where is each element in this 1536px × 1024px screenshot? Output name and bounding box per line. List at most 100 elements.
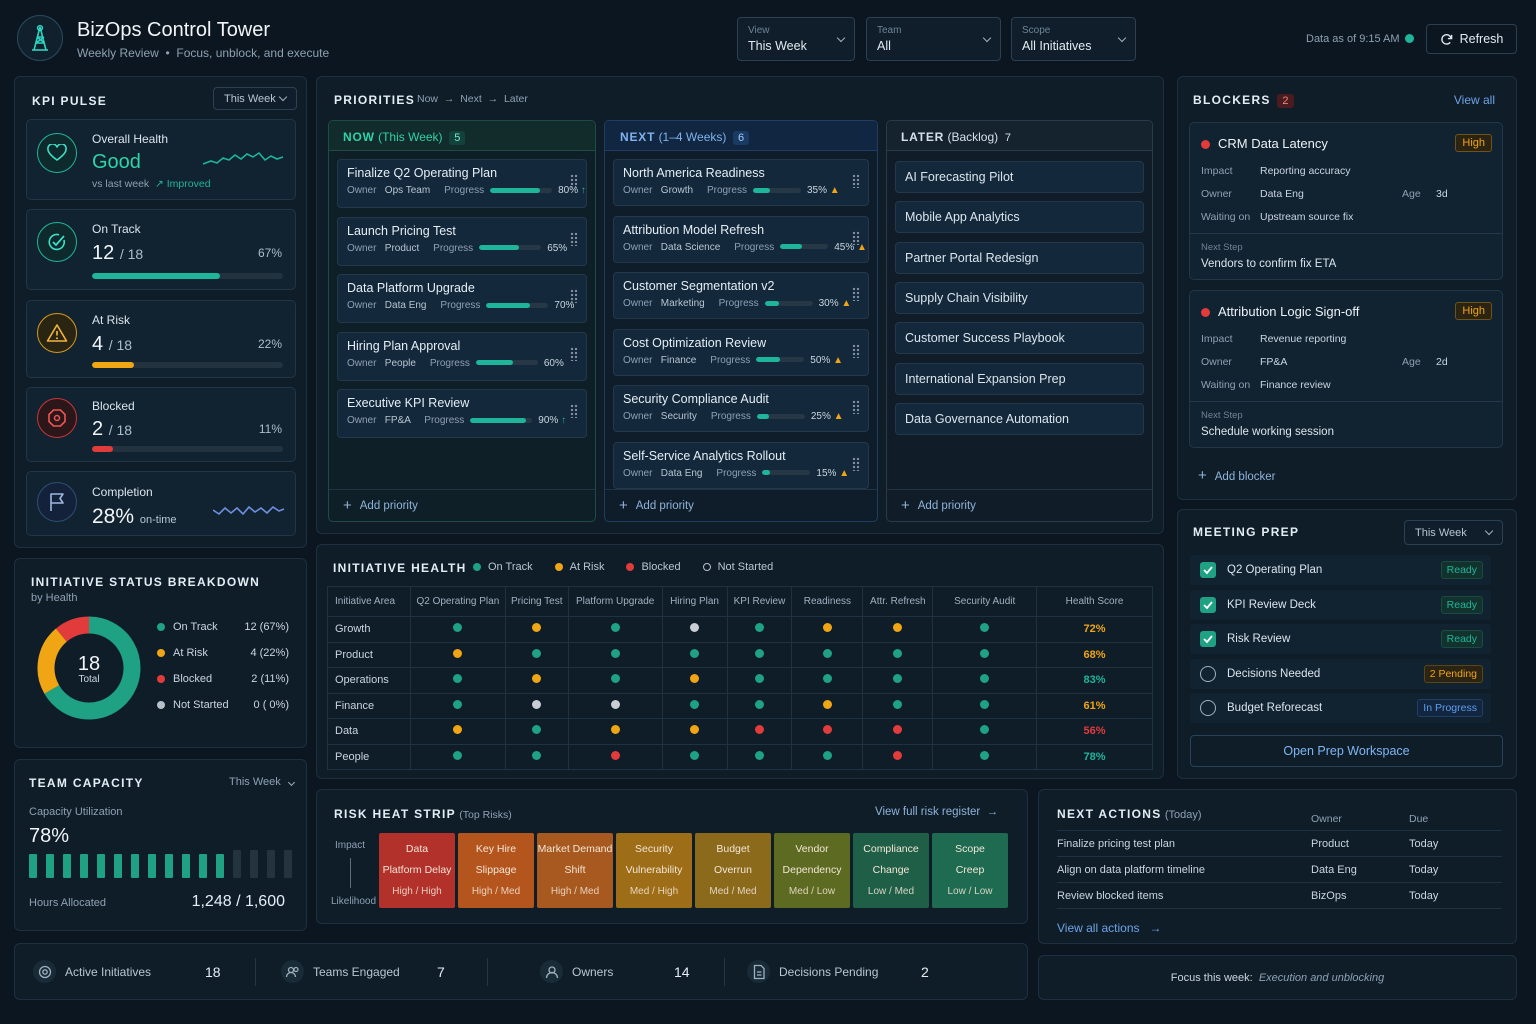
status-cell	[932, 641, 1038, 668]
drag-handle-icon[interactable]	[570, 174, 578, 188]
checkbox-empty[interactable]	[1200, 700, 1216, 716]
drag-handle-icon[interactable]	[852, 230, 860, 245]
prep-item[interactable]: KPI Review Deck Ready	[1190, 589, 1491, 620]
drag-handle-icon[interactable]	[570, 404, 578, 418]
status-dot	[690, 674, 700, 684]
priority-card[interactable]: North America Readiness Owner Growth Prog…	[613, 159, 869, 206]
status-dot	[754, 699, 764, 709]
capacity-bar	[131, 854, 139, 878]
filter-label: View	[748, 25, 770, 36]
blockers-view-all[interactable]: View all	[1453, 93, 1495, 107]
priority-card[interactable]: Self-Service Analytics Rollout Owner Data…	[613, 441, 869, 489]
legend-label: Blocked	[173, 673, 213, 685]
later-item[interactable]: Customer Success Playbook	[895, 322, 1144, 355]
later-item[interactable]: Supply Chain Visibility	[895, 281, 1144, 314]
status-dot	[453, 725, 463, 735]
progress-label: Progress	[429, 357, 470, 369]
filter-team[interactable]: Team All	[866, 17, 1001, 61]
risk-tile[interactable]: Market Demand Shift High / Med	[537, 833, 613, 908]
status-cell	[862, 718, 934, 745]
status-cell	[567, 692, 663, 719]
field-label: Impact	[1201, 333, 1233, 345]
prep-item[interactable]: Budget Reforecast In Progress	[1190, 693, 1491, 723]
risk-tile[interactable]: Data Platform Delay High / High	[379, 833, 455, 908]
drag-handle-icon[interactable]	[570, 231, 578, 246]
refresh-button[interactable]: Refresh	[1426, 24, 1517, 54]
divider	[1190, 233, 1502, 234]
checkbox-checked[interactable]	[1200, 631, 1216, 647]
progress-pct: 15%	[816, 467, 837, 479]
checkbox-checked[interactable]	[1200, 562, 1216, 578]
capacity-period-select[interactable]: This Week	[229, 776, 295, 788]
priority-card[interactable]: Security Compliance Audit Owner Security …	[613, 385, 869, 432]
priority-card[interactable]: Launch Pricing Test Owner Product Progres…	[337, 216, 587, 266]
status-dot	[754, 725, 764, 735]
risk-tile[interactable]: Key Hire Slippage High / Med	[458, 833, 534, 908]
status-dot	[453, 750, 463, 760]
status-cell	[726, 667, 793, 694]
drag-handle-icon[interactable]	[570, 289, 578, 303]
risk-name-2: Dependency	[782, 864, 842, 876]
risk-register-link[interactable]: View full risk register →	[875, 806, 999, 818]
later-item[interactable]: Partner Portal Redesign	[895, 241, 1144, 274]
status-cell	[932, 667, 1038, 694]
drag-handle-icon[interactable]	[852, 400, 860, 414]
later-item[interactable]: International Expansion Prep	[895, 362, 1144, 395]
add-priority-button[interactable]: + Add priority	[605, 489, 877, 521]
priority-card[interactable]: Executive KPI Review Owner FP&A Progress 9…	[337, 389, 587, 438]
filter-view[interactable]: View This Week	[737, 17, 855, 61]
action-task[interactable]: Finalize pricing test plan	[1057, 838, 1176, 850]
later-item[interactable]: AI Forecasting Pilot	[895, 161, 1144, 193]
view-all-actions-link[interactable]: View all actions →	[1057, 921, 1162, 935]
add-priority-button[interactable]: + Add priority	[887, 489, 1152, 521]
priority-card[interactable]: Cost Optimization Review Owner Finance Pr…	[613, 328, 869, 376]
later-column: LATER (Backlog) 7 + Add priority AI Forec…	[886, 120, 1153, 522]
open-prep-workspace-button[interactable]: Open Prep Workspace	[1190, 735, 1503, 767]
priority-card[interactable]: Data Platform Upgrade Owner Data Eng Prog…	[337, 274, 587, 323]
later-header: LATER (Backlog) 7	[887, 121, 1152, 151]
status-dot	[893, 725, 903, 735]
checkbox-checked[interactable]	[1200, 596, 1216, 613]
filter-scope[interactable]: Scope All Initiatives	[1011, 17, 1136, 61]
prep-label: Budget Reforecast	[1227, 702, 1323, 714]
drag-handle-icon[interactable]	[852, 343, 860, 358]
prep-item[interactable]: Q2 Operating Plan Ready	[1190, 555, 1491, 585]
kpi-period-select[interactable]: This Week	[213, 87, 297, 110]
meeting-period-select[interactable]: This Week	[1404, 520, 1503, 545]
risk-tile[interactable]: Security Vulnerability Med / High	[616, 833, 692, 908]
drag-handle-icon[interactable]	[570, 346, 578, 361]
add-priority-button[interactable]: + Add priority	[329, 489, 595, 521]
checkbox-empty[interactable]	[1200, 665, 1216, 682]
drag-handle-icon[interactable]	[852, 456, 860, 471]
field-value: Revenue reporting	[1260, 333, 1347, 345]
risk-tile[interactable]: Budget Overrun Med / Med	[695, 833, 771, 908]
progress-bar	[479, 245, 542, 251]
next-step-value: Vendors to confirm fix ETA	[1201, 258, 1337, 270]
drag-handle-icon[interactable]	[852, 287, 860, 301]
action-task[interactable]: Review blocked items	[1057, 890, 1164, 902]
risk-tile[interactable]: Compliance Change Low / Med	[853, 833, 929, 908]
health-legend-item: At Risk	[554, 561, 604, 573]
risk-tile[interactable]: Vendor Dependency Med / Low	[774, 833, 850, 908]
owner-value: People	[384, 357, 416, 369]
later-item[interactable]: Mobile App Analytics	[895, 201, 1144, 234]
progress-fill	[470, 417, 527, 423]
progress-bar	[475, 360, 538, 366]
prep-item[interactable]: Decisions Needed 2 Pending	[1190, 658, 1491, 689]
priority-card[interactable]: Finalize Q2 Operating Plan Owner Ops Team…	[337, 159, 587, 208]
priority-card[interactable]: Customer Segmentation v2 Owner Marketing …	[613, 272, 869, 319]
drag-handle-icon[interactable]	[852, 174, 860, 188]
status-cell	[661, 667, 728, 694]
add-blocker-button[interactable]: + Add blocker	[1198, 467, 1276, 484]
status-dot	[980, 699, 990, 709]
later-item[interactable]: Data Governance Automation	[895, 402, 1144, 435]
flow-step: Later	[503, 93, 528, 105]
risk-tile[interactable]: Scope Creep Low / Low	[932, 833, 1008, 908]
priority-card[interactable]: Hiring Plan Approval Owner People Progres…	[337, 331, 587, 381]
blocker-card[interactable]: Attribution Logic Sign-off High Impact Reve…	[1189, 290, 1503, 448]
health-score: 78%	[1036, 743, 1153, 770]
action-task[interactable]: Align on data platform timeline	[1057, 864, 1205, 876]
priority-card[interactable]: Attribution Model Refresh Owner Data Scie…	[613, 215, 869, 263]
blocker-card[interactable]: CRM Data Latency High Impact Reporting accu…	[1189, 122, 1503, 280]
prep-item[interactable]: Risk Review Ready	[1190, 624, 1491, 654]
